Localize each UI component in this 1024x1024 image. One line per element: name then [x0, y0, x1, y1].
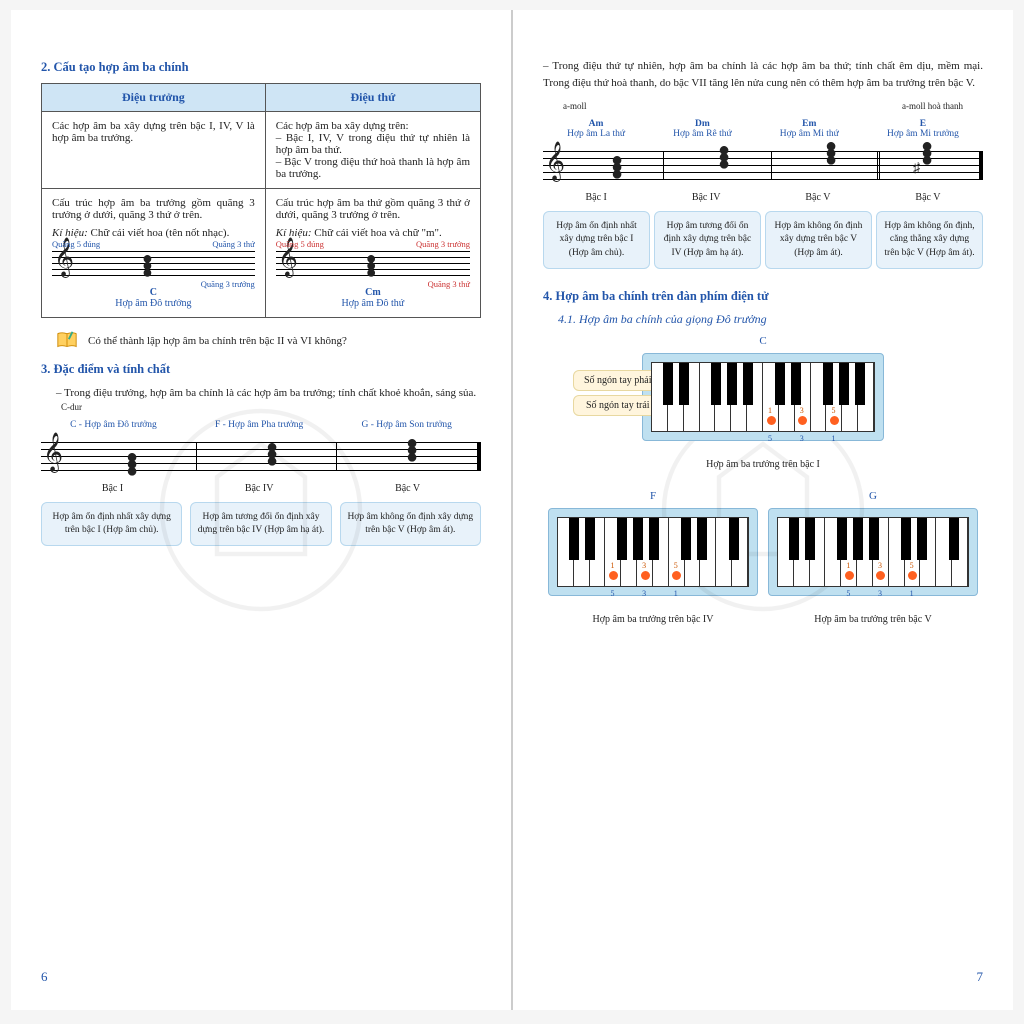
degree-labels-major: Bậc I Bậc IV Bậc V: [41, 483, 481, 494]
label-amoll-harmonic: a-moll hoà thanh: [902, 101, 963, 111]
section-4-heading: 4. Hợp âm ba chính trên đàn phím điện tử: [543, 289, 983, 304]
staff-c-minor: 𝄞 ●●● Quãng 5 đúng Quãng 3 trưởng Quãng …: [276, 243, 470, 283]
section-41-heading: 4.1. Hợp âm ba chính của giọng Đô trưởng: [558, 312, 983, 327]
keyboard-row-fg: F 15 33 51 H: [543, 490, 983, 625]
label-c-chord: C - Hợp âm Đô trưởng: [70, 420, 157, 430]
question-block: Có thể thành lập hợp âm ba chính trên bậ…: [56, 330, 481, 352]
label-dm: DmHợp âm Rê thứ: [673, 119, 731, 139]
keyboard-c: 15 33 51: [642, 353, 884, 441]
box-subdominant: Hợp âm tương đối ổn định xây dựng trên b…: [190, 502, 331, 547]
caption-f: Hợp âm ba trưởng trên bậc IV: [548, 614, 758, 625]
question-text: Có thể thành lập hợp âm ba chính trên bậ…: [88, 335, 347, 347]
page-left: 2. Cấu tạo hợp âm ba chính Điệu trưởng Đ…: [11, 10, 511, 1010]
staff-c-major: 𝄞 ●●● Quãng 5 đúng Quãng 3 thứ Quãng 3 t…: [52, 243, 255, 283]
label-am: AmHợp âm La thứ: [567, 119, 625, 139]
open-book-icon: [56, 330, 78, 352]
major-info-boxes: Hợp âm ổn định nhất xây dựng trên bậc I …: [41, 502, 481, 547]
treble-clef-icon: 𝄞: [545, 145, 565, 179]
staff-major-triads: 𝄞 ●●● ●●● ●●●: [41, 434, 481, 479]
box-dom-m: Hợp âm không ổn định xây dựng trên bậc V…: [765, 211, 872, 269]
legend-right-hand: Số ngón tay phải: [573, 370, 663, 391]
caption-g: Hợp âm ba trưởng trên bậc V: [768, 614, 978, 625]
staff-minor-triads: 𝄞 ●●● ●●● ●●● ●●● ♯: [543, 143, 983, 188]
label-amoll: a-moll: [563, 101, 587, 111]
box-tonic-m: Hợp âm ổn định nhất xây dựng trên bậc I …: [543, 211, 650, 269]
cell-major-structure: Cấu trúc hợp âm ba trưởng gồm quãng 3 tr…: [42, 189, 266, 318]
minor-info-boxes: Hợp âm ổn định nhất xây dựng trên bậc I …: [543, 211, 983, 269]
chord-structure-table: Điệu trưởng Điệu thứ Các hợp âm ba xây d…: [41, 83, 481, 318]
treble-clef-icon: 𝄞: [43, 436, 63, 470]
box-sub-m: Hợp âm tương đối ổn định xây dựng trên b…: [654, 211, 761, 269]
page-number-right: 7: [977, 969, 984, 985]
box-dom-h: Hợp âm không ổn định, căng thẳng xây dựn…: [876, 211, 983, 269]
caption-c: Hợp âm ba trưởng trên bậc I: [543, 459, 983, 470]
cell-minor-structure: Cấu trúc hợp âm ba thứ gồm quãng 3 thứ ở…: [265, 189, 480, 318]
keyboard-f: 15 33 51: [548, 508, 758, 596]
section-3-heading: 3. Đặc điểm và tính chất: [41, 362, 481, 377]
page-number-left: 6: [41, 969, 48, 985]
finger-legend: Số ngón tay phải Số ngón tay trái: [573, 370, 663, 420]
keyboard-g: 15 33 51: [768, 508, 978, 596]
cell-major-build: Các hợp âm ba xây dựng trên bậc I, IV, V…: [42, 112, 266, 189]
page-right: – Trong điệu thứ tự nhiên, hợp âm ba chí…: [513, 10, 1013, 1010]
label-g-chord: G - Hợp âm Son trưởng: [361, 420, 451, 430]
section-2-heading: 2. Cấu tạo hợp âm ba chính: [41, 60, 481, 75]
kb-label-c: C: [543, 335, 983, 347]
box-tonic: Hợp âm ổn định nhất xây dựng trên bậc I …: [41, 502, 182, 547]
box-dominant: Hợp âm không ổn định xây dựng trên bậc V…: [340, 502, 481, 547]
label-f-chord: F - Hợp âm Pha trưởng: [215, 420, 303, 430]
key-label-cdur: C-dur: [61, 402, 481, 412]
cell-minor-build: Các hợp âm ba xây dựng trên: – Bậc I, IV…: [265, 112, 480, 189]
kb-label-f: F: [548, 490, 758, 502]
th-major: Điệu trưởng: [42, 84, 266, 112]
major-chord-labels: C - Hợp âm Đô trưởng F - Hợp âm Pha trưở…: [41, 420, 481, 430]
section-3-body: – Trong điệu trưởng, hợp âm ba chính là …: [56, 385, 481, 402]
kb-label-g: G: [768, 490, 978, 502]
minor-chord-labels: AmHợp âm La thứ DmHợp âm Rê thứ EmHợp âm…: [543, 119, 983, 139]
book-spread: 2. Cấu tạo hợp âm ba chính Điệu trưởng Đ…: [11, 10, 1013, 1010]
legend-left-hand: Số ngón tay trái: [573, 395, 663, 416]
th-minor: Điệu thứ: [265, 84, 480, 112]
right-intro-text: – Trong điệu thứ tự nhiên, hợp âm ba chí…: [543, 58, 983, 91]
degree-labels-minor: Bậc I Bậc IV Bậc V Bậc V: [543, 192, 983, 203]
